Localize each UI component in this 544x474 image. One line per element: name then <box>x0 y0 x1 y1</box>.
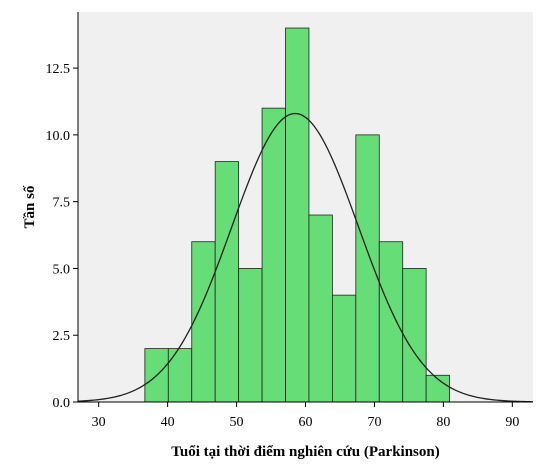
x-tick-label: 40 <box>161 415 175 430</box>
y-tick-label: 7.5 <box>53 196 71 211</box>
x-tick-label: 30 <box>92 415 106 430</box>
histogram-bar <box>167 348 193 403</box>
x-tick-label: 90 <box>505 415 519 430</box>
y-axis-title: Tần số <box>22 185 38 228</box>
histogram-bar <box>308 214 333 403</box>
histogram-bars <box>144 27 450 403</box>
y-tick-label: 0.0 <box>53 396 71 411</box>
x-tick-label: 70 <box>367 415 381 430</box>
histogram-bar <box>191 241 216 403</box>
histogram-bar <box>378 241 404 403</box>
normal-curve <box>77 112 534 403</box>
histogram-bar <box>402 268 427 403</box>
x-axis-ticks: 30 40 50 60 70 80 90 <box>92 402 519 430</box>
y-tick-label: 5.0 <box>53 262 71 277</box>
y-axis-ticks: 0.0 2.5 5.0 7.5 10.0 12.5 <box>46 62 78 411</box>
y-tick-label: 12.5 <box>46 62 71 77</box>
x-tick-label: 60 <box>299 415 313 430</box>
histogram-bar <box>214 161 240 403</box>
x-tick-label: 50 <box>230 415 244 430</box>
histogram-bar <box>285 27 310 403</box>
y-tick-label: 2.5 <box>53 329 71 344</box>
x-tick-label: 80 <box>436 415 450 430</box>
x-axis-title: Tuổi tại thời điểm nghiên cứu (Parkinson… <box>171 444 439 460</box>
histogram-bar <box>261 107 286 403</box>
y-tick-label: 10.0 <box>46 129 71 144</box>
histogram-bar <box>331 294 357 403</box>
histogram-bar <box>355 134 380 403</box>
histogram-bar <box>238 268 263 403</box>
